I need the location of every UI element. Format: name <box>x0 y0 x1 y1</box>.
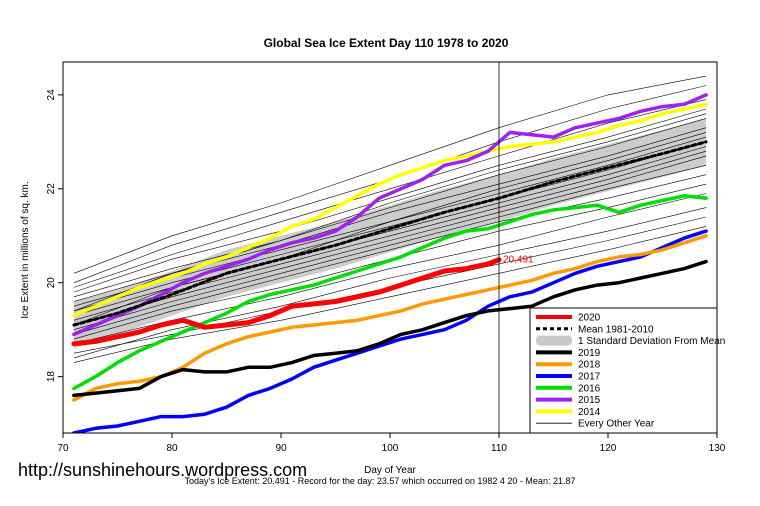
series-line-2014 <box>72 102 708 318</box>
series-line-2015 <box>72 93 708 337</box>
legend-label-8: 2015 <box>578 395 601 406</box>
other-year-line-13 <box>73 108 707 293</box>
x-tick-label-100: 100 <box>382 443 399 454</box>
y-tick-label-24: 24 <box>46 89 57 101</box>
plot-area <box>71 75 708 433</box>
highlighted-series-group <box>71 93 708 433</box>
legend-label-9: 2014 <box>578 407 601 418</box>
series-line-2016 <box>72 194 708 391</box>
x-tick-label-120: 120 <box>600 443 617 454</box>
y-axis: 18 20 22 24 <box>46 89 63 382</box>
other-year-line-4 <box>73 174 707 335</box>
y-tick-label-22: 22 <box>46 183 57 195</box>
other-year-line-20 <box>73 113 707 312</box>
x-axis-label: Day of Year <box>364 465 416 476</box>
other-year-line-18 <box>73 207 707 359</box>
other-year-line-7 <box>73 150 707 321</box>
legend-label-4: 2019 <box>578 348 601 359</box>
legend-label-6: 2017 <box>578 372 601 383</box>
legend-label-5: 2018 <box>578 360 601 371</box>
y-tick-label-20: 20 <box>46 277 57 289</box>
other-year-line-12 <box>73 118 707 298</box>
legend-label-10: Every Other Year <box>578 419 655 430</box>
other-year-line-17 <box>73 226 707 363</box>
legend-label-2: Mean 1981-2010 <box>578 324 654 335</box>
current-value-label: 20.491 <box>503 255 534 266</box>
series-line-2019 <box>72 259 708 398</box>
chart-title: Global Sea Ice Extent Day 110 1978 to 20… <box>264 36 509 50</box>
y-tick-label-18: 18 <box>46 371 57 383</box>
footer-stats: Today's Ice Extent: 20.491 - Record for … <box>185 476 576 486</box>
series-line-2018 <box>72 234 708 402</box>
x-tick-label-90: 90 <box>275 443 287 454</box>
legend-label-3: 1 Standard Deviation From Mean <box>578 336 725 347</box>
x-axis: 70 80 90 100 110 120 130 <box>57 433 726 454</box>
y-axis-label: Ice Extent in millions of sq. km. <box>20 181 31 318</box>
other-year-line-14 <box>73 99 707 288</box>
series-line-2020 <box>71 257 502 347</box>
other-year-line-16 <box>73 75 707 274</box>
other-year-line-5 <box>73 165 707 330</box>
legend-swatch-std-dev <box>536 335 572 346</box>
x-tick-label-70: 70 <box>57 443 69 454</box>
series-line-mean-1981-2010 <box>72 140 708 327</box>
x-tick-label-130: 130 <box>709 443 726 454</box>
legend-label-1: 2020 <box>578 313 601 324</box>
other-year-line-6 <box>73 155 707 326</box>
x-tick-label-80: 80 <box>166 443 178 454</box>
series-line-2017 <box>72 229 708 433</box>
other-year-line-9 <box>73 141 707 312</box>
legend-label-7: 2016 <box>578 383 601 394</box>
x-tick-label-110: 110 <box>491 443 507 454</box>
watermark-url: http://sunshinehours.wordpress.com <box>18 460 307 480</box>
